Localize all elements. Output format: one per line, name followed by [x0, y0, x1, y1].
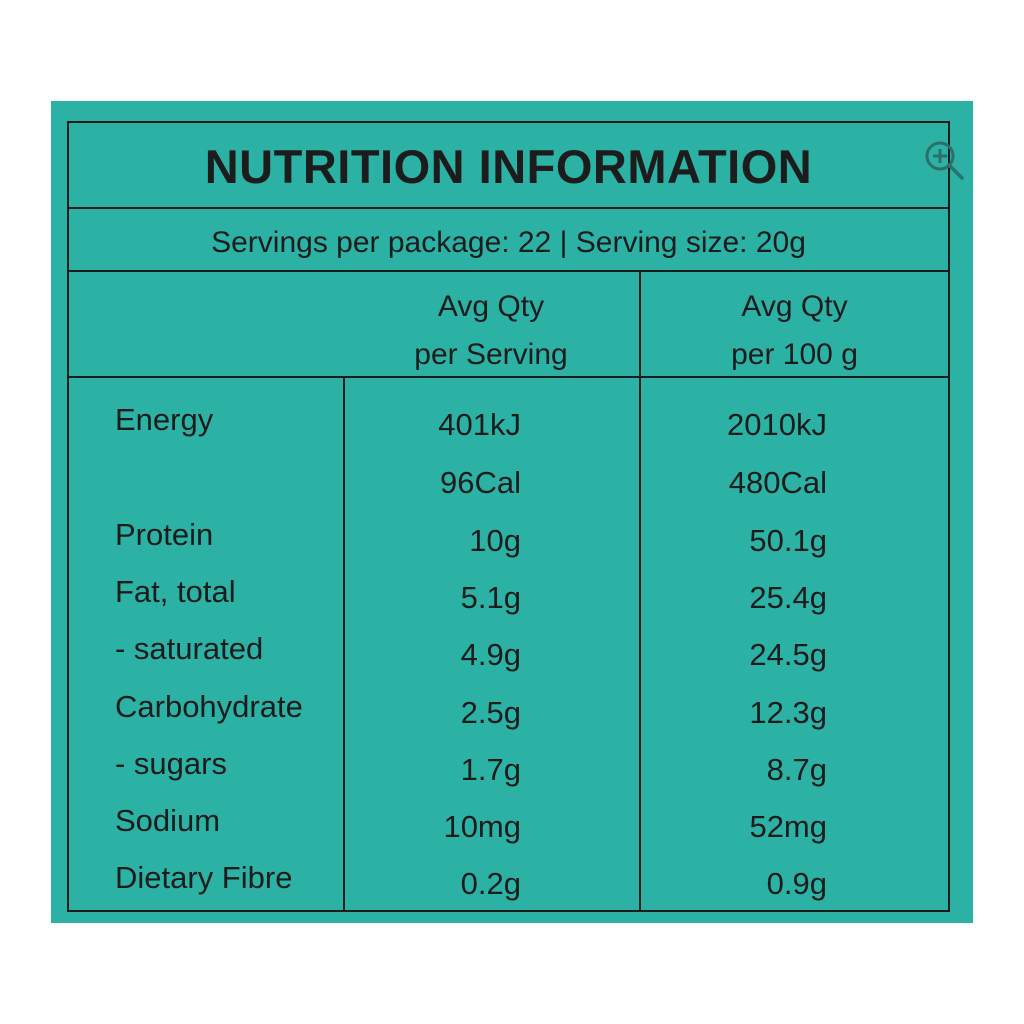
- servings-line: Servings per package: 22 | Serving size:…: [211, 226, 806, 259]
- row-label: Protein: [115, 517, 214, 552]
- row-value-per-100g: 52mg: [749, 809, 827, 844]
- divider-servings: [69, 270, 948, 272]
- row-value-per-serving: 96Cal: [440, 465, 521, 500]
- row-label: Energy: [115, 402, 214, 437]
- column-divider-left: [343, 378, 345, 912]
- row-value-per-100g: 12.3g: [749, 695, 827, 730]
- column-header-per-serving: Avg Qty per Serving: [343, 283, 639, 379]
- row-value-per-100g: 50.1g: [749, 523, 827, 558]
- row-value-per-serving: 10g: [469, 523, 521, 558]
- zoom-in-icon[interactable]: [922, 138, 966, 182]
- row-label: Dietary Fibre: [115, 860, 293, 895]
- column-header-per-100g-line2: per 100 g: [731, 338, 858, 371]
- column-header-per-100g: Avg Qty per 100 g: [639, 283, 950, 379]
- nutrition-panel: [51, 101, 973, 923]
- table-title: NUTRITION INFORMATION: [204, 140, 813, 193]
- row-value-per-serving: 401kJ: [438, 407, 521, 442]
- row-value-per-serving: 1.7g: [460, 752, 521, 787]
- row-value-per-100g: 8.7g: [766, 752, 827, 787]
- row-value-per-100g: 480Cal: [728, 465, 827, 500]
- row-value-per-serving: 5.1g: [460, 580, 521, 615]
- nutrition-table: NUTRITION INFORMATION Servings per packa…: [67, 121, 950, 912]
- column-header-per-100g-line1: Avg Qty: [741, 290, 848, 323]
- row-value-per-100g: 25.4g: [749, 580, 827, 615]
- row-value-per-100g: 0.9g: [766, 866, 827, 901]
- row-value-per-serving: 10mg: [443, 809, 521, 844]
- row-value-per-serving: 2.5g: [460, 695, 521, 730]
- row-label: Carbohydrate: [115, 689, 303, 724]
- row-label: Fat, total: [115, 574, 236, 609]
- row-label: Sodium: [115, 803, 221, 838]
- divider-header: [69, 376, 948, 378]
- row-value-per-serving: 4.9g: [460, 637, 521, 672]
- column-header-per-serving-line1: Avg Qty: [437, 290, 545, 323]
- row-label: - saturated: [115, 631, 264, 666]
- row-value-per-100g: 24.5g: [749, 637, 827, 672]
- column-divider-right: [639, 270, 641, 912]
- row-value-per-100g: 2010kJ: [727, 407, 827, 442]
- divider-title: [69, 207, 948, 209]
- row-label: - sugars: [115, 746, 227, 781]
- row-value-per-serving: 0.2g: [460, 866, 521, 901]
- column-header-per-serving-line2: per Serving: [414, 338, 568, 371]
